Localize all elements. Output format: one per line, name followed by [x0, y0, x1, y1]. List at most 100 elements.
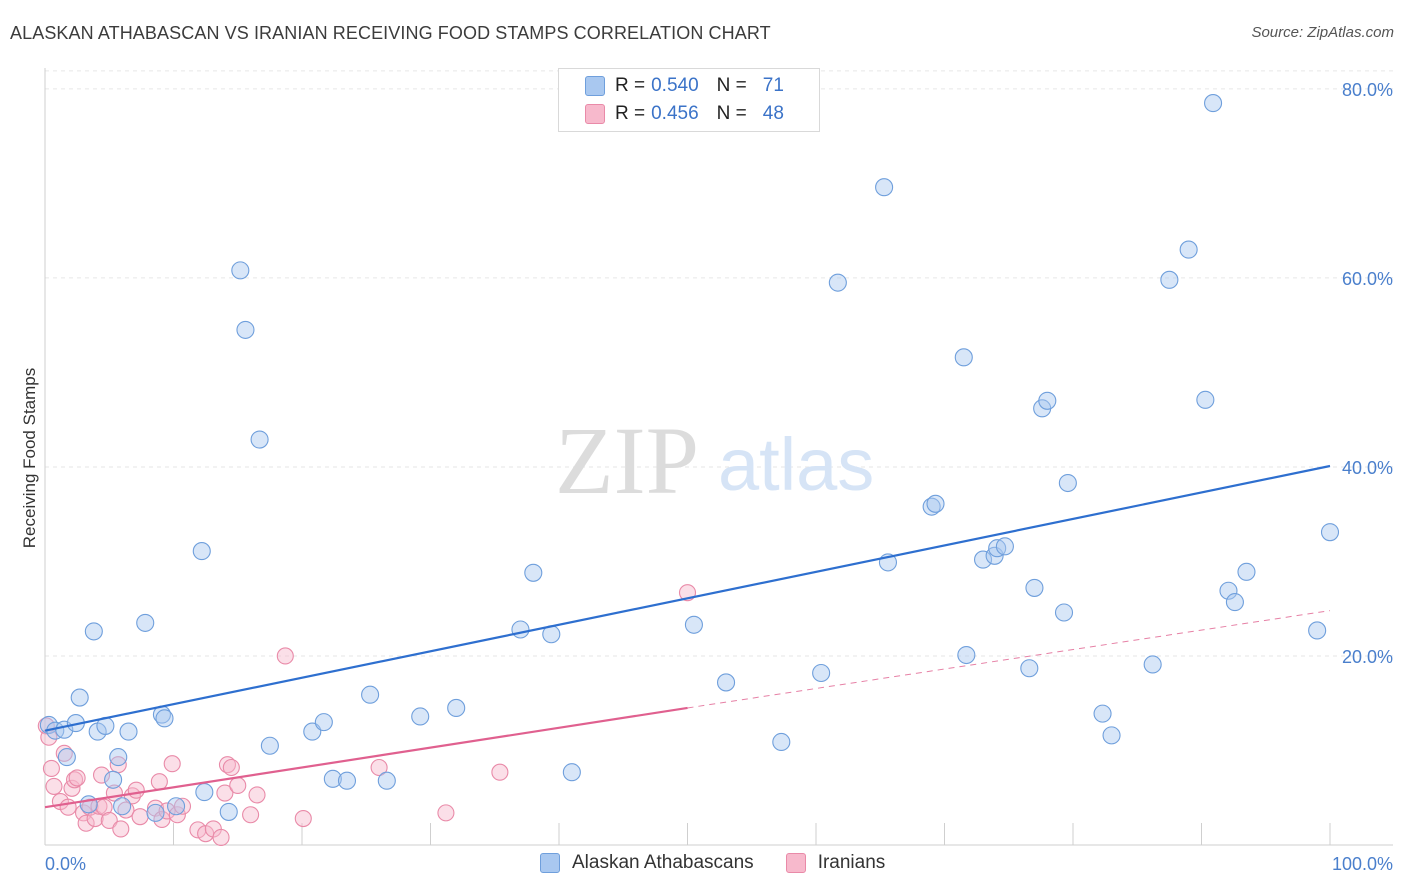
- data-point: [1038, 391, 1057, 410]
- data-point: [192, 542, 211, 561]
- legend-swatch-blue: [585, 76, 605, 96]
- data-point: [995, 537, 1014, 556]
- gridlines: [45, 70, 1393, 657]
- data-point: [127, 781, 145, 799]
- data-point: [511, 620, 530, 639]
- x-tick-labels: 0.0% 100.0%: [45, 854, 1393, 874]
- trend-line-iranians: [44, 706, 688, 809]
- y-tick-labels: 20.0% 40.0% 60.0% 80.0%: [1342, 80, 1393, 667]
- data-point: [42, 759, 60, 777]
- data-point: [1308, 621, 1327, 640]
- legend-r-label: R =: [615, 103, 646, 124]
- data-point: [1143, 655, 1162, 674]
- data-point: [195, 783, 214, 802]
- data-point: [1320, 523, 1340, 542]
- data-point: [988, 539, 1007, 558]
- data-point: [131, 808, 149, 826]
- data-point: [59, 798, 77, 816]
- data-point: [1204, 94, 1223, 113]
- data-point: [684, 615, 703, 634]
- data-point: [562, 763, 581, 782]
- series-swatch-pink: [785, 853, 806, 873]
- data-point: [260, 736, 279, 755]
- data-point: [68, 769, 86, 787]
- data-point: [1196, 390, 1215, 409]
- y-tick-label: 20.0%: [1342, 647, 1393, 667]
- data-point: [875, 178, 894, 197]
- data-point: [294, 809, 312, 828]
- legend-row-pink: R = 0.456 N = 48: [585, 101, 784, 127]
- data-point: [957, 645, 976, 665]
- data-point: [231, 261, 250, 280]
- legend-n-label: N =: [716, 75, 747, 96]
- data-point: [242, 806, 260, 824]
- series-legend-item-iranians: Iranians: [785, 852, 886, 874]
- data-point: [248, 786, 266, 804]
- data-point: [219, 802, 238, 821]
- data-point: [167, 797, 186, 816]
- data-point: [70, 688, 89, 707]
- data-point: [100, 811, 118, 829]
- series-legend-label: Iranians: [817, 852, 886, 873]
- data-point: [447, 698, 466, 718]
- data-point: [119, 722, 138, 741]
- data-point: [1225, 593, 1244, 612]
- watermark-zip: ZIP: [555, 407, 699, 514]
- trend-line-iranians-extension: [687, 610, 1331, 709]
- trend-lines: [44, 464, 1331, 809]
- x-tick-label: 0.0%: [45, 854, 86, 874]
- data-point: [361, 685, 380, 704]
- data-point: [55, 744, 73, 762]
- data-point: [216, 784, 234, 802]
- data-point: [136, 613, 155, 632]
- data-point: [250, 430, 269, 449]
- data-point: [524, 563, 543, 582]
- data-point: [173, 797, 192, 815]
- y-tick-label: 40.0%: [1342, 458, 1393, 478]
- data-point: [79, 795, 98, 814]
- data-point: [1058, 473, 1077, 493]
- data-point: [1179, 240, 1198, 259]
- data-point: [229, 776, 247, 795]
- data-point: [828, 273, 847, 292]
- data-point: [146, 803, 165, 822]
- data-point: [323, 769, 342, 788]
- series-legend-item-alaskan: Alaskan Athabascans: [540, 852, 754, 874]
- legend-r-value: 0.456: [651, 103, 699, 124]
- data-point: [1054, 603, 1074, 622]
- data-point: [66, 771, 84, 789]
- data-point: [77, 814, 95, 832]
- data-point: [45, 777, 63, 795]
- data-point: [158, 802, 176, 820]
- data-point: [772, 732, 791, 752]
- data-point: [150, 773, 168, 791]
- data-point: [926, 494, 945, 513]
- data-point: [153, 810, 171, 829]
- data-point: [92, 766, 111, 784]
- data-point: [1160, 270, 1179, 289]
- data-point: [155, 709, 174, 728]
- data-point: [1025, 578, 1044, 597]
- series-alaskan-athabascans-points: [39, 94, 1340, 822]
- data-point: [491, 763, 509, 781]
- data-point: [163, 755, 181, 773]
- data-point: [117, 801, 135, 819]
- data-point: [716, 673, 736, 692]
- data-point: [104, 770, 123, 789]
- data-point: [1020, 659, 1039, 678]
- data-point: [1093, 704, 1112, 723]
- data-point: [222, 758, 240, 777]
- y-tick-label: 80.0%: [1342, 80, 1393, 100]
- legend-r-label: R =: [615, 75, 646, 96]
- data-point: [84, 622, 103, 641]
- trend-line-alaskan: [44, 464, 1331, 732]
- data-point: [109, 748, 128, 767]
- data-point: [377, 771, 396, 790]
- legend-n-value: 48: [762, 103, 784, 124]
- data-point: [212, 828, 230, 846]
- source-label: Source: ZipAtlas.com: [1251, 24, 1394, 41]
- data-point: [1219, 581, 1238, 600]
- legend-n-value: 71: [762, 75, 784, 96]
- series-legend-label: Alaskan Athabascans: [572, 852, 754, 873]
- y-tick-label: 60.0%: [1342, 269, 1393, 289]
